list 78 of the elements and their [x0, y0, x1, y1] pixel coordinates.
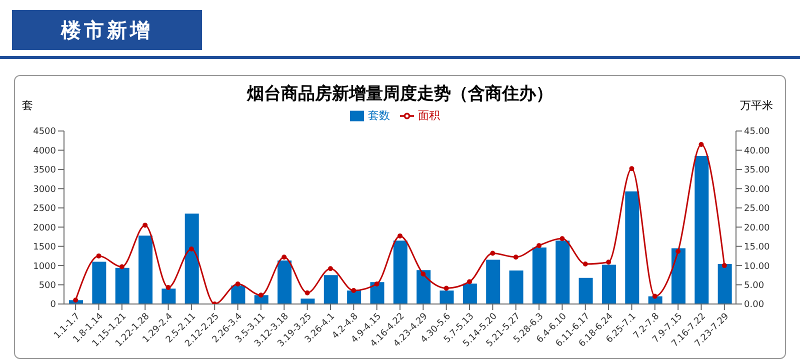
- legend-label: 套数: [368, 109, 390, 122]
- y2-tick-label: 5.00: [744, 280, 764, 291]
- y-tick-label: 1000: [33, 262, 56, 272]
- point: [536, 243, 542, 248]
- y2-tick-label: 0.00: [744, 300, 764, 310]
- point: [652, 294, 658, 299]
- point: [188, 246, 194, 252]
- chart-title: 烟台商品房新增量周度走势（含商住办）: [247, 84, 553, 104]
- bar: [416, 270, 431, 304]
- bar: [184, 214, 199, 304]
- point: [351, 288, 356, 294]
- point: [490, 250, 496, 256]
- y-tick-label: 500: [38, 280, 56, 291]
- y2-tick-label: 45.00: [744, 127, 770, 138]
- bar: [532, 247, 546, 304]
- bar: [718, 264, 732, 304]
- bar: [440, 290, 454, 304]
- bar: [462, 284, 477, 304]
- point: [166, 284, 171, 290]
- y2-tick-label: 40.00: [744, 146, 770, 156]
- y-tick-label: 3000: [33, 184, 56, 195]
- bar: [162, 288, 176, 304]
- y2-tick-label: 10.00: [744, 262, 770, 272]
- bar: [671, 248, 686, 304]
- point: [420, 272, 426, 277]
- bar: [578, 278, 593, 304]
- y-tick-label: 4500: [33, 127, 56, 138]
- y2-tick-label: 30.00: [744, 184, 770, 195]
- bar: [92, 262, 106, 304]
- point: [513, 254, 518, 260]
- bar: [509, 270, 524, 304]
- bar: [625, 191, 640, 304]
- text: 楼市新增: [12, 10, 202, 50]
- legend-label: 面积: [418, 109, 440, 122]
- bar: [300, 298, 315, 304]
- y2-tick-label: 35.00: [744, 166, 770, 176]
- point: [582, 262, 588, 267]
- bar: [602, 264, 616, 304]
- point: [304, 290, 310, 296]
- y2-axis-title: 万平米: [740, 98, 773, 113]
- point: [698, 142, 704, 147]
- point: [722, 263, 727, 268]
- y2-tick-label: 25.00: [744, 204, 770, 214]
- bar: [556, 240, 570, 304]
- point: [606, 260, 612, 265]
- point: [142, 222, 148, 228]
- bar: [278, 260, 292, 304]
- point: [444, 286, 449, 291]
- y-tick-label: 1500: [33, 242, 56, 253]
- point: [560, 236, 565, 242]
- y2-tick-label: 15.00: [744, 242, 770, 253]
- bar: [347, 290, 362, 304]
- y-axis-title: 套: [22, 98, 33, 113]
- y-tick-label: 0: [50, 300, 56, 310]
- bar: [231, 286, 246, 304]
- point: [467, 279, 472, 284]
- point: [119, 264, 124, 270]
- bar: [138, 236, 153, 304]
- y-tick-label: 2000: [33, 223, 56, 234]
- bar: [115, 268, 130, 304]
- point: [96, 253, 102, 258]
- point: [328, 266, 333, 272]
- point: [282, 254, 287, 260]
- bar: [324, 275, 338, 304]
- point: [73, 298, 78, 303]
- point: [676, 248, 681, 254]
- y-tick-label: 3500: [33, 166, 56, 176]
- point: [235, 282, 240, 287]
- bar: [393, 240, 408, 304]
- point: [629, 166, 634, 172]
- point: [398, 233, 402, 238]
- bar: [694, 156, 709, 304]
- bar: [486, 260, 500, 304]
- point: [374, 282, 380, 287]
- y2-tick-label: 20.00: [744, 223, 770, 234]
- y-tick-label: 4000: [33, 146, 56, 156]
- point: [258, 292, 264, 298]
- y-tick-label: 2500: [33, 204, 56, 214]
